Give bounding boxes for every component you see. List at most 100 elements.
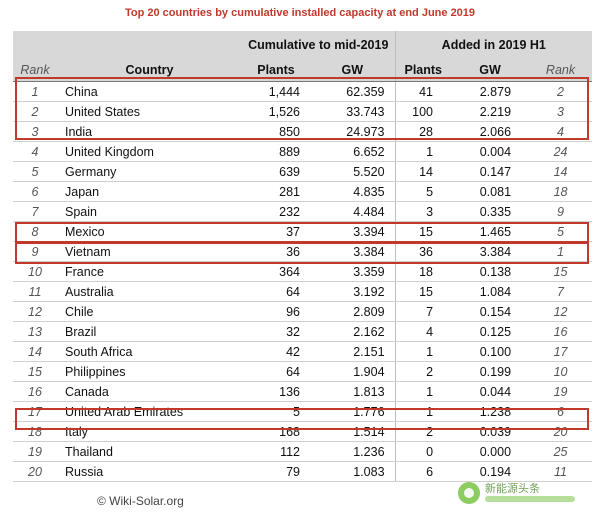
cell-plants: 136 (242, 381, 310, 402)
cell-rank: 8 (13, 221, 57, 242)
cell-plants: 232 (242, 201, 310, 222)
table-row: 5 Germany 639 5.520 14 0.147 14 (13, 161, 593, 182)
cell-rank: 6 (13, 181, 57, 202)
cell-gw-added: 0.199 (451, 361, 530, 382)
cell-rank: 15 (13, 361, 57, 382)
table-row: 16 Canada 136 1.813 1 0.044 19 (13, 381, 593, 402)
cell-plants-added: 100 (394, 101, 452, 122)
cell-rank-added: 3 (529, 101, 593, 122)
cell-gw-added: 0.194 (451, 461, 530, 482)
header-gw: GW (310, 58, 396, 82)
cell-plants: 42 (242, 341, 310, 362)
cell-gw-added: 0.335 (451, 201, 530, 222)
table-row: 10 France 364 3.359 18 0.138 15 (13, 261, 593, 282)
header-gw-added: GW (451, 58, 530, 82)
cell-plants-added: 4 (394, 321, 452, 342)
cell-rank: 4 (13, 141, 57, 162)
cell-rank: 1 (13, 81, 57, 102)
cell-gw: 1.813 (310, 381, 396, 402)
table-row: 18 Italy 168 1.514 2 0.039 20 (13, 421, 593, 442)
cell-rank: 5 (13, 161, 57, 182)
cell-gw-added: 0.004 (451, 141, 530, 162)
cell-gw-added: 3.384 (451, 241, 530, 262)
cell-plants-added: 18 (394, 261, 452, 282)
cell-rank: 20 (13, 461, 57, 482)
cell-rank: 14 (13, 341, 57, 362)
cell-rank-added: 5 (529, 221, 593, 242)
table-row: 17 United Arab Emirates 5 1.776 1 1.238 6 (13, 401, 593, 422)
cell-plants-added: 36 (394, 241, 452, 262)
table-row: 15 Philippines 64 1.904 2 0.199 10 (13, 361, 593, 382)
cell-plants-added: 41 (394, 81, 452, 102)
cell-rank: 13 (13, 321, 57, 342)
table-row: 11 Australia 64 3.192 15 1.084 7 (13, 281, 593, 302)
cell-rank: 11 (13, 281, 57, 302)
header-rank-added: Rank (529, 58, 593, 82)
cell-country: United States (57, 101, 242, 122)
header-group-added: Added in 2019 H1 (394, 31, 593, 58)
cell-plants-added: 7 (394, 301, 452, 322)
cell-country: Italy (57, 421, 242, 442)
cell-plants: 1,526 (242, 101, 310, 122)
cell-gw-added: 0.044 (451, 381, 530, 402)
cell-gw-added: 0.147 (451, 161, 530, 182)
cell-plants-added: 2 (394, 361, 452, 382)
table-row: 19 Thailand 112 1.236 0 0.000 25 (13, 441, 593, 462)
cell-gw-added: 0.138 (451, 261, 530, 282)
header-plants-added: Plants (394, 58, 452, 82)
cell-gw: 1.236 (310, 441, 396, 462)
cell-country: Japan (57, 181, 242, 202)
cell-rank-added: 19 (529, 381, 593, 402)
cell-plants: 79 (242, 461, 310, 482)
cell-rank: 12 (13, 301, 57, 322)
cell-rank-added: 24 (529, 141, 593, 162)
cell-gw: 2.151 (310, 341, 396, 362)
cell-gw: 62.359 (310, 81, 396, 102)
cell-country: South Africa (57, 341, 242, 362)
cell-country: Canada (57, 381, 242, 402)
watermark-logo: 新能源头条 (455, 478, 595, 508)
cell-country: Philippines (57, 361, 242, 382)
cell-plants: 64 (242, 281, 310, 302)
cell-rank-added: 25 (529, 441, 593, 462)
capacity-table-container: Cumulative to mid-2019 Added in 2019 H1 … (13, 31, 593, 482)
cell-plants: 5 (242, 401, 310, 422)
cell-gw-added: 0.154 (451, 301, 530, 322)
cell-gw: 1.776 (310, 401, 396, 422)
header-plants: Plants (242, 58, 310, 82)
table-row: 20 Russia 79 1.083 6 0.194 11 (13, 461, 593, 482)
copyright-footer: © Wiki-Solar.org (97, 494, 184, 508)
table-row: 1 China 1,444 62.359 41 2.879 2 (13, 81, 593, 102)
cell-plants-added: 1 (394, 141, 452, 162)
cell-rank-added: 20 (529, 421, 593, 442)
cell-rank-added: 12 (529, 301, 593, 322)
cell-gw: 3.384 (310, 241, 396, 262)
cell-plants-added: 1 (394, 381, 452, 402)
table-row: 12 Chile 96 2.809 7 0.154 12 (13, 301, 593, 322)
cell-rank-added: 16 (529, 321, 593, 342)
cell-plants: 37 (242, 221, 310, 242)
table-row: 4 United Kingdom 889 6.652 1 0.004 24 (13, 141, 593, 162)
cell-rank-added: 4 (529, 121, 593, 142)
header-rank: Rank (13, 58, 57, 82)
cell-rank-added: 7 (529, 281, 593, 302)
cell-plants-added: 3 (394, 201, 452, 222)
cell-gw-added: 1.465 (451, 221, 530, 242)
table-row: 8 Mexico 37 3.394 15 1.465 5 (13, 221, 593, 242)
cell-country: Vietnam (57, 241, 242, 262)
cell-rank-added: 1 (529, 241, 593, 262)
cell-plants: 281 (242, 181, 310, 202)
table-row: 14 South Africa 42 2.151 1 0.100 17 (13, 341, 593, 362)
cell-plants-added: 1 (394, 401, 452, 422)
cell-rank-added: 17 (529, 341, 593, 362)
cell-gw: 24.973 (310, 121, 396, 142)
cell-plants: 639 (242, 161, 310, 182)
cell-gw: 5.520 (310, 161, 396, 182)
cell-country: Russia (57, 461, 242, 482)
cell-gw: 3.192 (310, 281, 396, 302)
cell-plants: 112 (242, 441, 310, 462)
cell-country: Spain (57, 201, 242, 222)
cell-plants: 36 (242, 241, 310, 262)
cell-rank: 19 (13, 441, 57, 462)
cell-plants: 850 (242, 121, 310, 142)
